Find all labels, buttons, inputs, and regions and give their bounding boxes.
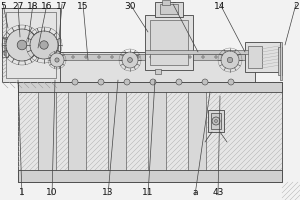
Circle shape [55,58,59,62]
Bar [38,87,56,182]
Bar [18,170,282,182]
Text: 1: 1 [19,188,25,197]
Bar [155,2,183,17]
Circle shape [128,58,132,62]
Bar [68,87,86,182]
Circle shape [163,56,165,58]
Bar [162,0,170,5]
Circle shape [228,56,230,58]
Circle shape [4,50,6,51]
Bar [148,87,166,182]
Bar [108,87,126,182]
Text: 19: 19 [167,2,179,11]
Circle shape [150,56,152,58]
Circle shape [30,31,58,59]
Circle shape [85,56,87,58]
Text: 17: 17 [56,2,68,11]
Bar [160,4,178,14]
Bar [280,42,282,80]
Circle shape [221,51,239,69]
Circle shape [98,79,104,85]
Text: 5: 5 [0,2,6,11]
Bar [208,110,224,132]
Circle shape [40,41,48,49]
Bar [55,54,255,60]
Bar [2,8,60,82]
Bar [55,52,255,82]
Text: 27: 27 [12,2,24,11]
Text: 15: 15 [77,2,89,11]
Circle shape [98,56,100,58]
Text: 43: 43 [212,188,224,197]
Circle shape [6,29,38,61]
Text: 10: 10 [46,188,58,197]
Text: 16: 16 [41,2,53,11]
Circle shape [202,79,208,85]
Circle shape [227,57,233,63]
Bar [278,47,282,75]
Text: 11: 11 [142,188,154,197]
Circle shape [124,79,130,85]
Bar [18,82,282,182]
Circle shape [202,56,204,58]
Bar [18,82,282,92]
Text: 13: 13 [102,188,114,197]
Text: 14: 14 [214,2,226,11]
Circle shape [215,56,217,58]
Text: 30: 30 [124,2,136,11]
Circle shape [189,56,191,58]
Text: 2: 2 [293,2,299,11]
Circle shape [212,117,220,125]
Circle shape [150,79,156,85]
Circle shape [4,38,6,40]
Bar [155,69,161,74]
Bar [150,20,188,65]
Circle shape [4,47,6,49]
Bar [2,37,8,57]
Circle shape [17,40,27,50]
Circle shape [4,52,6,53]
Circle shape [4,54,6,56]
Text: a: a [192,188,198,197]
Bar [145,50,255,54]
Circle shape [72,56,74,58]
Circle shape [228,79,234,85]
Bar [245,42,280,72]
Circle shape [176,56,178,58]
Circle shape [59,56,61,58]
Bar [211,113,221,129]
Circle shape [124,56,126,58]
Circle shape [137,56,139,58]
Circle shape [72,79,78,85]
Circle shape [111,56,113,58]
Bar [188,87,206,182]
Circle shape [4,45,6,47]
Bar [6,12,56,78]
Circle shape [4,40,6,42]
Circle shape [176,79,182,85]
Circle shape [4,43,6,44]
Circle shape [214,119,218,122]
Bar [248,46,262,68]
Bar [145,15,193,70]
Circle shape [122,52,138,68]
Circle shape [50,53,64,67]
Text: 18: 18 [27,2,39,11]
